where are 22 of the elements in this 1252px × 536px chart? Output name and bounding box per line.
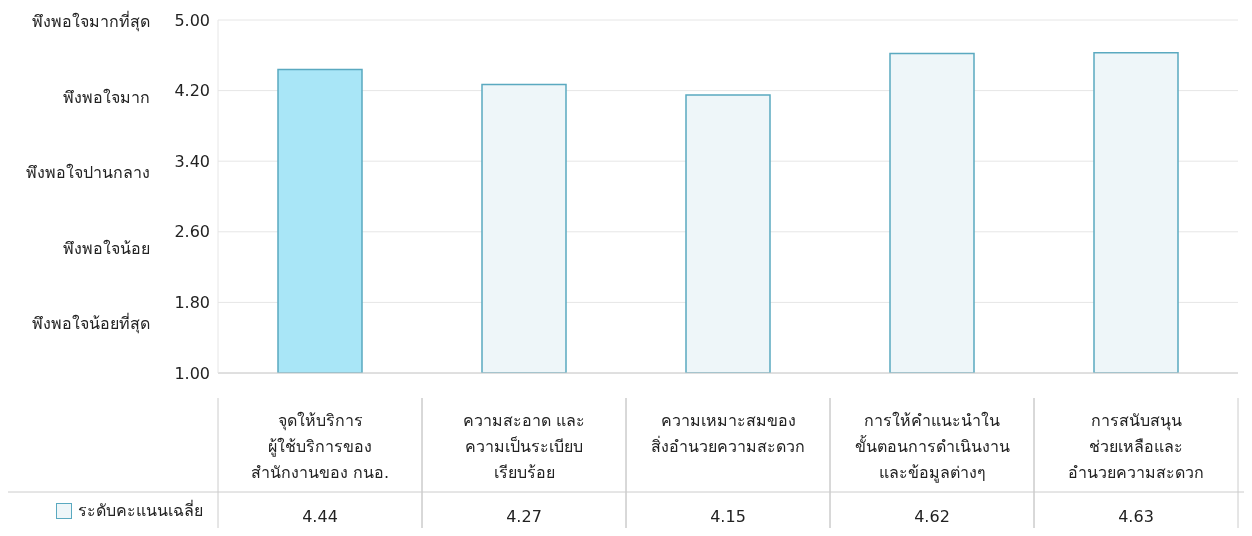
- data-label: 4.15: [710, 507, 746, 526]
- text: พึงพอใจมาก: [63, 86, 150, 109]
- y-tick-label: 2.60: [174, 222, 210, 242]
- y-tick-label: 1.80: [174, 293, 210, 313]
- x-tick-label: ความสะอาด และ ความเป็นระเบียบ เรียบร้อย: [462, 411, 586, 482]
- x-tick-label: จุดให้บริการ ผู้ใช้บริการของ สำนักงานของ กนอ.: [250, 411, 390, 482]
- text: พึงพอใจมากที่สุด: [32, 10, 150, 34]
- y-tick-label: 5.00: [174, 10, 210, 30]
- text: พึงพอใจน้อยที่สุด: [32, 312, 150, 336]
- data-label: 4.63: [1118, 507, 1154, 526]
- text: พึงพอใจปานกลาง: [26, 162, 150, 185]
- data-label: 4.27: [506, 507, 542, 526]
- x-tick-label: การสนับสนุน ช่วยเหลือและ อำนวยความสะดวก: [1068, 411, 1204, 482]
- y-tick-label: 3.40: [174, 151, 210, 171]
- x-tick-label: การให้คำแนะนำใน ขั้นตอนการดำเนินงาน และข้อมูลต่างๆ: [854, 411, 1010, 483]
- text: พึงพอใจน้อย: [63, 237, 150, 260]
- data-label: 4.62: [914, 507, 950, 526]
- data-label: 4.44: [302, 507, 338, 526]
- x-tick-label: ความเหมาะสมของ สิ่งอำนวยความสะดวก: [651, 411, 805, 456]
- y-tick-label: 4.20: [174, 81, 210, 101]
- y-tick-label: 1.00: [174, 363, 210, 383]
- legend-label: ระดับคะแนนเฉลี่ย: [78, 499, 203, 522]
